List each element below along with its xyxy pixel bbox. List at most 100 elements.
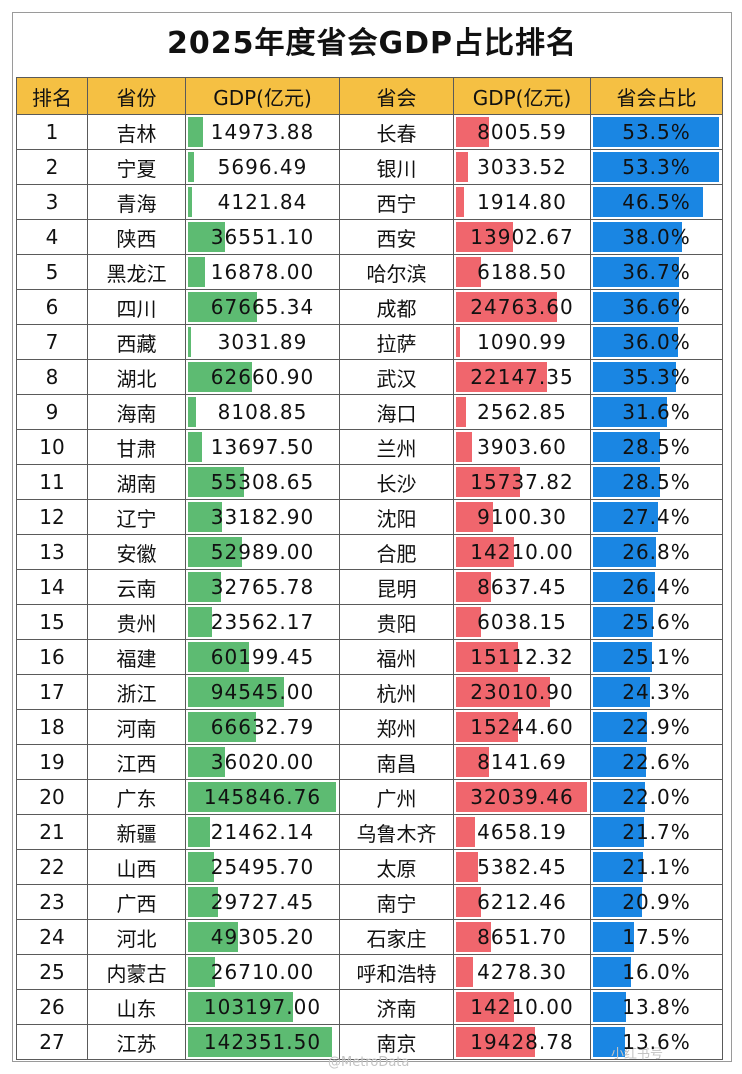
table-row: 13 安徽 52989.00 合肥 14210.00 26.8% (16, 534, 723, 570)
rank-cell: 19 (16, 744, 88, 780)
capital-gdp-cell: 22147.35 (453, 359, 591, 395)
province-gdp-cell: 21462.14 (185, 814, 340, 850)
share-cell: 26.8% (590, 534, 723, 570)
province-gdp-value: 5696.49 (217, 155, 308, 179)
capital-gdp-value: 6212.46 (477, 890, 567, 914)
province-gdp-bar (188, 957, 215, 987)
province-cell: 海南 (87, 394, 186, 430)
capital-gdp-cell: 14210.00 (453, 534, 591, 570)
capital-gdp-cell: 23010.90 (453, 674, 591, 710)
share-bar (593, 257, 679, 287)
province-gdp-cell: 60199.45 (185, 639, 340, 675)
share-cell: 13.8% (590, 989, 723, 1025)
capital-gdp-cell: 1914.80 (453, 184, 591, 220)
capital-cell: 银川 (339, 149, 454, 185)
share-value: 17.5% (622, 925, 691, 949)
share-bar (593, 712, 647, 742)
share-bar (593, 397, 667, 427)
province-gdp-value: 23562.17 (210, 610, 315, 634)
share-bar (593, 327, 678, 357)
capital-gdp-cell: 4278.30 (453, 954, 591, 990)
capital-cell: 南京 (339, 1024, 454, 1060)
province-gdp-bar (188, 747, 225, 777)
province-cell: 河南 (87, 709, 186, 745)
share-cell: 36.6% (590, 289, 723, 325)
capital-gdp-value: 5382.45 (477, 855, 567, 879)
province-gdp-cell: 55308.65 (185, 464, 340, 500)
capital-gdp-value: 13902.67 (470, 225, 574, 249)
share-value: 22.6% (622, 750, 691, 774)
province-gdp-cell: 67665.34 (185, 289, 340, 325)
capital-gdp-cell: 24763.60 (453, 289, 591, 325)
capital-gdp-cell: 32039.46 (453, 779, 591, 815)
share-value: 28.5% (622, 470, 691, 494)
capital-gdp-cell: 13902.67 (453, 219, 591, 255)
capital-gdp-bar (456, 362, 547, 392)
capital-cell: 拉萨 (339, 324, 454, 360)
capital-gdp-cell: 14210.00 (453, 989, 591, 1025)
table-row: 16 福建 60199.45 福州 15112.32 25.1% (16, 639, 723, 675)
province-gdp-value: 33182.90 (210, 505, 315, 529)
share-cell: 36.0% (590, 324, 723, 360)
capital-gdp-bar (456, 327, 460, 357)
province-cell: 江苏 (87, 1024, 186, 1060)
table-row: 26 山东 103197.00 济南 14210.00 13.8% (16, 989, 723, 1025)
capital-gdp-bar (456, 572, 491, 602)
table-row: 3 青海 4121.84 西宁 1914.80 46.5% (16, 184, 723, 220)
table-row: 2 宁夏 5696.49 银川 3033.52 53.3% (16, 149, 723, 185)
province-gdp-value: 26710.00 (210, 960, 315, 984)
province-gdp-bar (188, 817, 210, 847)
capital-gdp-value: 8637.45 (477, 575, 567, 599)
capital-cell: 贵阳 (339, 604, 454, 640)
province-gdp-cell: 3031.89 (185, 324, 340, 360)
capital-gdp-cell: 6188.50 (453, 254, 591, 290)
capital-gdp-cell: 3903.60 (453, 429, 591, 465)
capital-gdp-cell: 15737.82 (453, 464, 591, 500)
share-bar (593, 292, 679, 322)
chart-title: 2025年度省会GDP占比排名 (166, 26, 577, 61)
province-gdp-value: 145846.76 (203, 785, 322, 809)
rank-cell: 23 (16, 884, 88, 920)
capital-cell: 济南 (339, 989, 454, 1025)
capital-gdp-value: 6038.15 (477, 610, 567, 634)
rank-cell: 10 (16, 429, 88, 465)
rank-cell: 18 (16, 709, 88, 745)
province-gdp-cell: 103197.00 (185, 989, 340, 1025)
province-gdp-value: 25495.70 (210, 855, 315, 879)
province-cell: 青海 (87, 184, 186, 220)
table-row: 20 广东 145846.76 广州 32039.46 22.0% (16, 779, 723, 815)
rank-cell: 9 (16, 394, 88, 430)
rank-cell: 12 (16, 499, 88, 535)
header-capital: 省会 (339, 77, 454, 115)
province-gdp-value: 60199.45 (210, 645, 315, 669)
province-gdp-cell: 13697.50 (185, 429, 340, 465)
capital-gdp-bar (456, 957, 473, 987)
share-value: 26.8% (622, 540, 691, 564)
capital-cell: 武汉 (339, 359, 454, 395)
province-gdp-bar (188, 257, 205, 287)
province-gdp-bar (188, 572, 221, 602)
capital-cell: 福州 (339, 639, 454, 675)
share-value: 20.9% (622, 890, 691, 914)
share-bar (593, 502, 658, 532)
province-gdp-value: 103197.00 (203, 995, 322, 1019)
table-row: 1 吉林 14973.88 长春 8005.59 53.5% (16, 114, 723, 150)
capital-gdp-bar (456, 257, 481, 287)
province-cell: 湖北 (87, 359, 186, 395)
share-value: 13.8% (622, 995, 691, 1019)
rank-cell: 25 (16, 954, 88, 990)
share-bar (593, 187, 703, 217)
share-bar (593, 607, 653, 637)
province-cell: 山东 (87, 989, 186, 1025)
province-gdp-value: 16878.00 (210, 260, 315, 284)
province-cell: 甘肃 (87, 429, 186, 465)
rank-cell: 2 (16, 149, 88, 185)
share-bar (593, 152, 719, 182)
share-value: 13.6% (622, 1030, 691, 1054)
capital-gdp-bar (456, 712, 518, 742)
capital-gdp-bar (456, 852, 478, 882)
capital-gdp-cell: 4658.19 (453, 814, 591, 850)
province-gdp-bar (188, 1027, 332, 1057)
province-gdp-cell: 14973.88 (185, 114, 340, 150)
watermark: @MetroData (328, 1055, 410, 1070)
